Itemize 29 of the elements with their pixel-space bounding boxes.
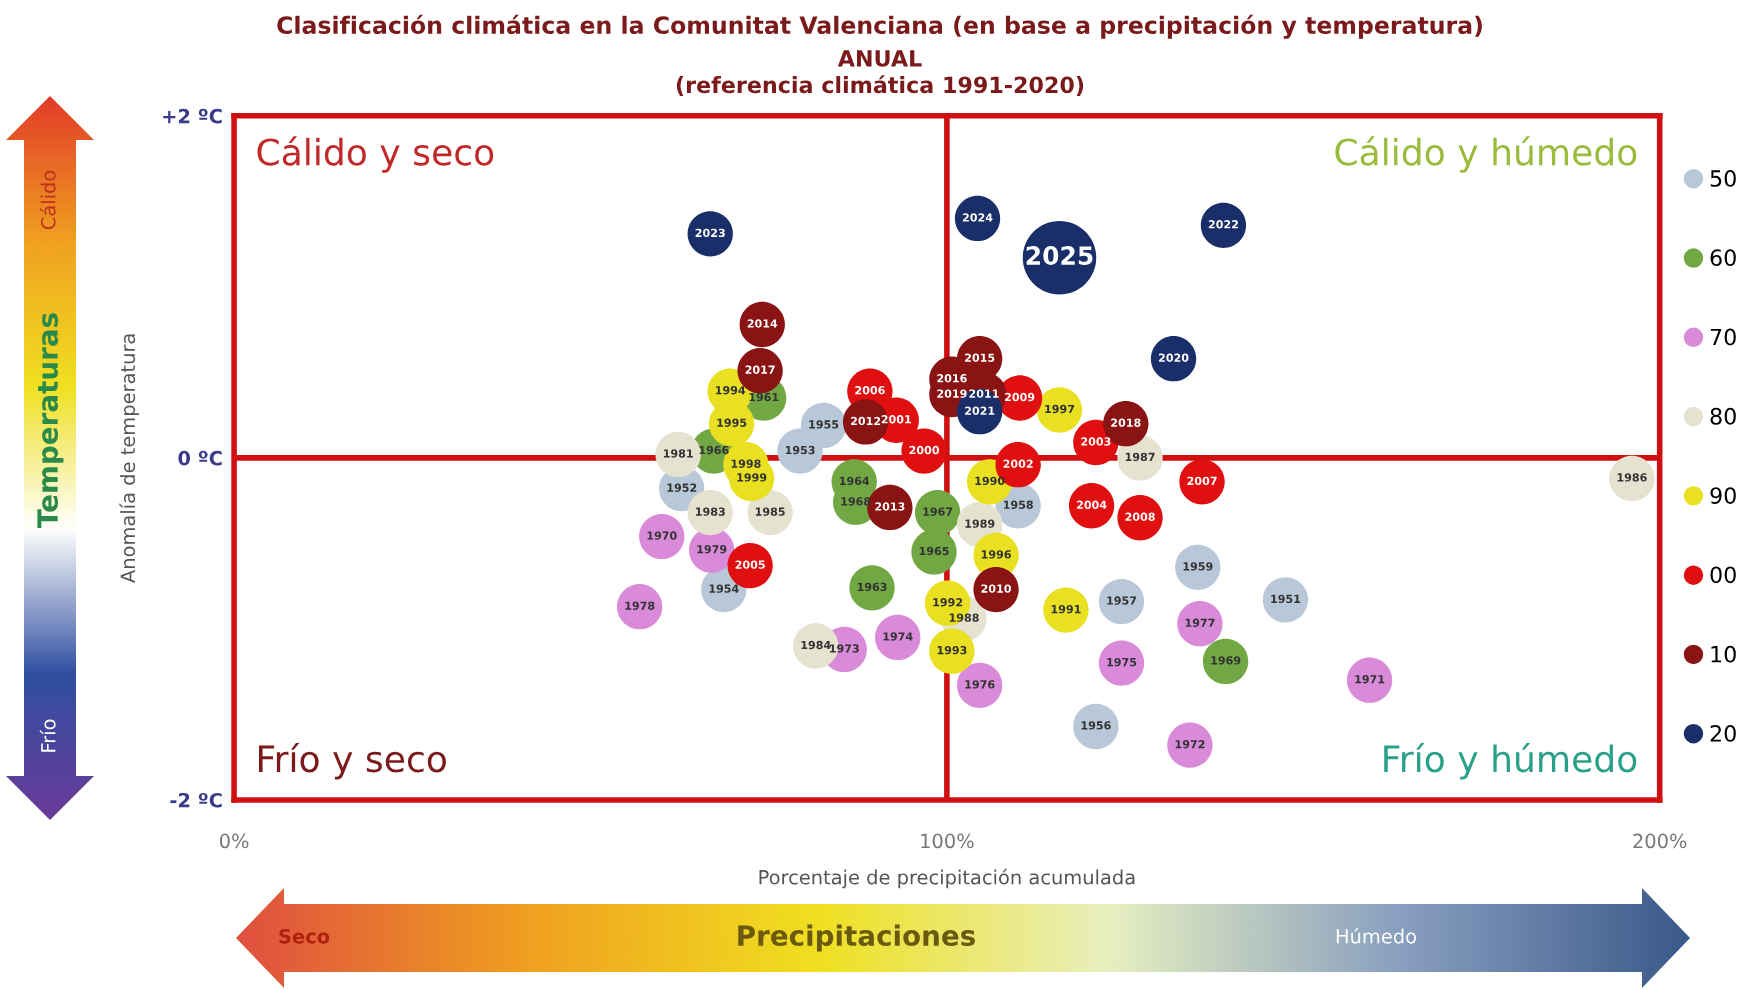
legend-label: 00 (1710, 566, 1736, 584)
chart-title: Clasificación climática en la Comunitat Valenciana (en base a precipitación y temperatura) (277, 14, 1482, 39)
annotation: Cálido y húmedo (1335, 136, 1637, 173)
y-tick-label: -2 ºC (170, 792, 222, 808)
annotation: Frío y húmedo (1384, 743, 1637, 780)
x-axis-title: Porcentaje de precipitación acumulada (759, 868, 1135, 889)
text: Húmedo (1336, 927, 1416, 944)
y-axis-title: Anomalía de temperatura (119, 334, 139, 583)
chart-subtitle: ANUAL (referencia climática 1991-2020) (676, 50, 1084, 96)
y-tick-label: +2 ºC (163, 108, 222, 124)
legend-label: 20 (1710, 725, 1736, 742)
legend-label: 10 (1711, 645, 1736, 663)
annotation: Frío y seco (259, 743, 446, 780)
legend-label: 90 (1710, 487, 1736, 504)
legend-label: 70 (1710, 328, 1736, 346)
annotation: Cálido y seco (257, 136, 494, 173)
text: Seco (279, 928, 330, 944)
x-tick-label: 0% (219, 833, 249, 849)
legend-label: 60 (1710, 249, 1736, 267)
text: Temperaturas (37, 313, 64, 528)
text: Frío (39, 719, 56, 752)
legend-label: 80 (1710, 407, 1736, 425)
x-tick-label: 200% (1633, 833, 1687, 849)
y-tick-label: 0 ºC (178, 450, 222, 466)
x-tick-label: 100% (921, 833, 974, 849)
text: Precipitaciones (738, 924, 975, 952)
legend-label: 50 (1710, 170, 1736, 187)
text: Cálido (39, 170, 56, 230)
annotation: 2025 (1026, 246, 1093, 266)
